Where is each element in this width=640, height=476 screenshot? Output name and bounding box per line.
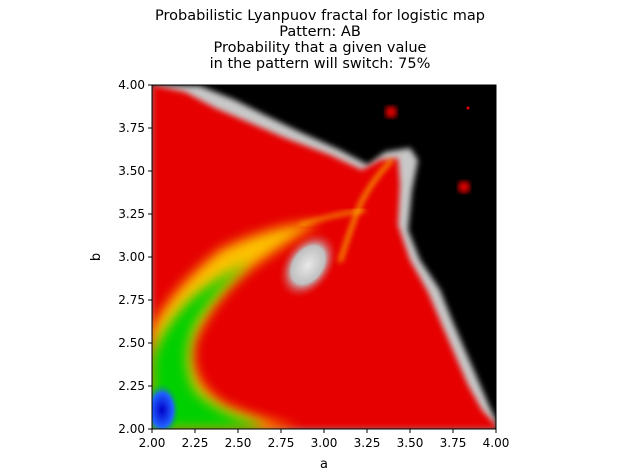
island-1 <box>385 106 397 118</box>
chart-title: Probabilistic Lyanpuov fractal for logis… <box>0 8 640 72</box>
x-tick-label: 2.00 <box>139 436 166 450</box>
x-tick-label: 2.50 <box>225 436 252 450</box>
island-2 <box>458 181 470 193</box>
y-tick-label: 2.50 <box>118 336 145 350</box>
yellow-spine <box>338 158 394 263</box>
island-3 <box>466 106 470 110</box>
y-tick-label: 4.00 <box>118 78 145 92</box>
x-tick-label: 3.00 <box>311 436 338 450</box>
x-tick-label: 3.50 <box>397 436 424 450</box>
x-tick-label: 4.00 <box>483 436 510 450</box>
x-tick-label: 2.75 <box>268 436 295 450</box>
yellow-band <box>152 222 320 429</box>
title-line-3: Probability that a given value <box>213 40 427 56</box>
y-tick-label: 2.25 <box>118 379 145 393</box>
title-line-4: in the pattern will switch: 75% <box>209 56 431 72</box>
heatmap-image <box>152 85 496 429</box>
y-tick-label: 3.00 <box>118 250 145 264</box>
grey-lobe <box>277 230 339 300</box>
x-axis-label: a <box>320 457 328 472</box>
x-tick-label: 3.75 <box>440 436 467 450</box>
yellow-spine-2 <box>299 208 366 227</box>
blue-core <box>152 382 180 429</box>
x-tick-label: 2.25 <box>182 436 209 450</box>
y-tick-label: 3.50 <box>118 164 145 178</box>
x-axis: 2.00 2.25 2.50 2.75 3.00 3.25 3.50 3.75 4.00 <box>139 429 510 450</box>
y-axis: 2.00 2.25 2.50 2.75 3.00 3.25 3.50 3.75 4.00 <box>118 78 152 436</box>
y-axis-label: b <box>89 253 104 261</box>
y-tick-label: 3.25 <box>118 207 145 221</box>
y-tick-label: 2.75 <box>118 293 145 307</box>
title-line-2: Pattern: AB <box>279 24 361 40</box>
y-tick-label: 3.75 <box>118 121 145 135</box>
y-tick-label: 2.00 <box>118 422 145 436</box>
green-band <box>152 262 260 429</box>
title-line-1: Probabilistic Lyanpuov fractal for logis… <box>155 8 485 24</box>
x-tick-label: 3.25 <box>354 436 381 450</box>
